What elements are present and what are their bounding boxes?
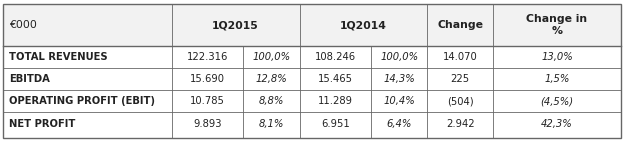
Text: 14,3%: 14,3% xyxy=(384,74,415,84)
Text: 9.893: 9.893 xyxy=(193,119,222,129)
Bar xyxy=(3,4,621,46)
Text: OPERATING PROFIT (EBIT): OPERATING PROFIT (EBIT) xyxy=(9,96,155,106)
Text: 1Q2015: 1Q2015 xyxy=(212,20,259,30)
Text: 15.690: 15.690 xyxy=(190,74,225,84)
Text: 12,8%: 12,8% xyxy=(256,74,287,84)
Text: 2.942: 2.942 xyxy=(446,119,474,129)
Text: 100,0%: 100,0% xyxy=(380,52,419,62)
Text: 10,4%: 10,4% xyxy=(384,96,415,106)
Text: EBITDA: EBITDA xyxy=(9,74,51,84)
Text: (504): (504) xyxy=(447,96,474,106)
Text: 6,4%: 6,4% xyxy=(387,119,412,129)
Text: €000: €000 xyxy=(9,20,37,30)
Text: 13,0%: 13,0% xyxy=(541,52,573,62)
Text: 122.316: 122.316 xyxy=(187,52,228,62)
Text: 14.070: 14.070 xyxy=(443,52,477,62)
Text: 100,0%: 100,0% xyxy=(252,52,291,62)
Text: 11.289: 11.289 xyxy=(318,96,353,106)
Text: 8,1%: 8,1% xyxy=(259,119,284,129)
Text: 1Q2014: 1Q2014 xyxy=(340,20,387,30)
Bar xyxy=(3,46,621,138)
Text: 108.246: 108.246 xyxy=(315,52,356,62)
Text: 8,8%: 8,8% xyxy=(259,96,284,106)
Text: 225: 225 xyxy=(451,74,470,84)
Text: 42,3%: 42,3% xyxy=(541,119,573,129)
Text: Change in
%: Change in % xyxy=(527,14,587,36)
Text: TOTAL REVENUES: TOTAL REVENUES xyxy=(9,52,108,62)
Text: 10.785: 10.785 xyxy=(190,96,225,106)
Text: (4,5%): (4,5%) xyxy=(540,96,573,106)
Text: NET PROFIT: NET PROFIT xyxy=(9,119,76,129)
Text: 15.465: 15.465 xyxy=(318,74,353,84)
Text: 6.951: 6.951 xyxy=(321,119,350,129)
Text: Change: Change xyxy=(437,20,483,30)
Text: 1,5%: 1,5% xyxy=(544,74,570,84)
